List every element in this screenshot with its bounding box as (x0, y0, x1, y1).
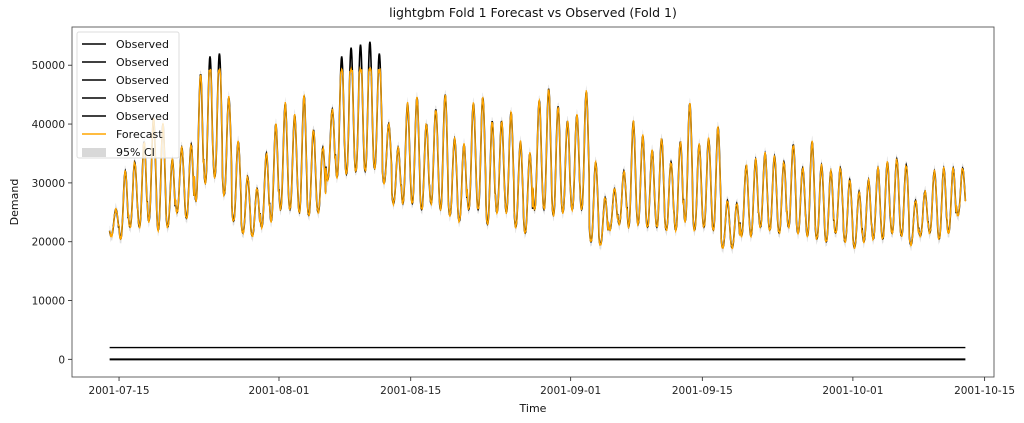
y-axis-label: Demand (8, 179, 21, 226)
forecast-line (109, 66, 967, 250)
plot-frame (71, 26, 995, 378)
legend: Observed Observed Observed Observed Observed… (76, 31, 180, 159)
legend-label: Observed (116, 38, 169, 51)
y-tick-label: 10000 (32, 296, 65, 308)
y-tick-label: 40000 (32, 119, 65, 131)
legend-label: 95% CI (116, 146, 155, 159)
y-tick-label: 0 (58, 354, 65, 366)
legend-label: Observed (116, 92, 169, 105)
x-tick-label: 2001-08-15 (380, 385, 441, 397)
y-tick-label: 30000 (32, 178, 65, 190)
legend-label: Forecast (116, 128, 163, 141)
y-tick-label: 20000 (32, 237, 65, 249)
legend-label: Observed (116, 110, 169, 123)
flat-lines (109, 346, 966, 361)
y-tick-label: 50000 (32, 60, 65, 72)
x-tick-label: 2001-09-15 (672, 385, 733, 397)
x-axis-ticks: 2001-07-15 2001-08-01 2001-08-15 2001-09-01… (89, 377, 1015, 397)
x-tick-label: 2001-07-15 (89, 385, 150, 397)
x-tick-label: 2001-08-01 (248, 385, 309, 397)
legend-label: Observed (116, 56, 169, 69)
legend-box (76, 31, 180, 159)
x-tick-label: 2001-10-01 (822, 385, 883, 397)
forecast-series (109, 66, 967, 250)
x-tick-label: 2001-10-15 (954, 385, 1015, 397)
legend-swatch-ci (82, 148, 106, 157)
y-axis-ticks: 0 10000 20000 30000 40000 50000 (32, 60, 72, 366)
chart-title: lightgbm Fold 1 Forecast vs Observed (Fo… (389, 5, 677, 20)
legend-label: Observed (116, 74, 169, 87)
x-axis-label: Time (519, 402, 547, 415)
x-tick-label: 2001-09-01 (540, 385, 601, 397)
